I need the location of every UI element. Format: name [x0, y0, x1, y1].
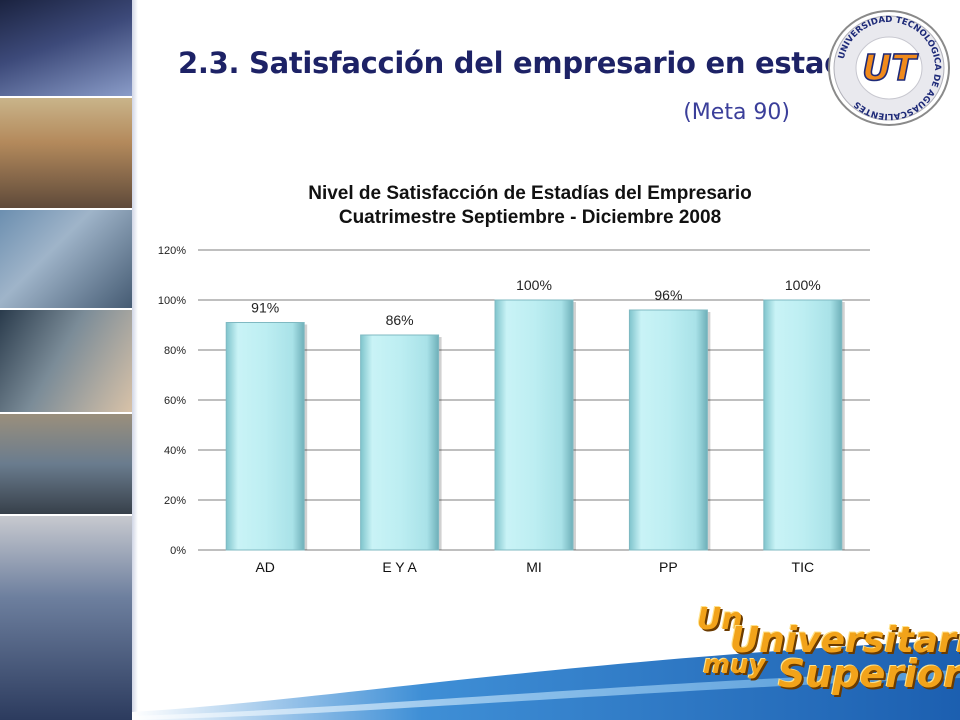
data-labels: 91% 86% 100% 96% 100%: [251, 277, 821, 328]
computer-student-photo: [0, 310, 132, 412]
seal-monogram: UT: [862, 48, 918, 89]
x-axis-ticks: AD E Y A MI PP TIC: [255, 559, 814, 575]
y-tick-label: 80%: [164, 345, 186, 357]
bottom-swoosh-banner: [132, 640, 960, 720]
x-tick-label: E Y A: [382, 559, 417, 575]
bar-mi: [494, 299, 574, 551]
chart-title: Nivel de Satisfacción de Estadías del Em…: [308, 183, 752, 204]
basketball-game-photo: [0, 516, 132, 720]
slogan-line-un: Un: [697, 602, 743, 637]
x-tick-label: AD: [255, 559, 274, 575]
university-seal-logo: UNIVERSIDAD TECNOLÓGICA DE AGUASCALIENTE…: [828, 10, 950, 126]
y-tick-label: 60%: [164, 395, 186, 407]
y-tick-label: 20%: [164, 495, 186, 507]
library-study-photo: [0, 414, 132, 514]
slide-title: 2.3. Satisfacción del empresario en esta…: [178, 46, 874, 80]
y-tick-label: 40%: [164, 445, 186, 457]
data-label: 100%: [785, 277, 821, 293]
bar-tic: [763, 299, 843, 551]
y-axis-ticks: 0% 20% 40% 60% 80% 100% 120%: [158, 245, 186, 557]
slogan-line-muy: muy: [703, 650, 766, 680]
bar-ad: [225, 322, 305, 551]
slogan-line-superior: Superior: [778, 652, 960, 696]
data-label: 86%: [386, 312, 414, 328]
classroom-students-photo: [0, 210, 132, 308]
x-tick-label: PP: [659, 559, 678, 575]
bar-e-y-a: [360, 334, 440, 551]
students-walking-photo: [0, 98, 132, 208]
y-tick-label: 100%: [158, 295, 186, 307]
slogan-line-universitario: Universitario: [730, 620, 960, 661]
strip-divider: [132, 0, 138, 720]
y-tick-label: 0%: [170, 545, 186, 557]
data-label: 100%: [516, 277, 552, 293]
bar-pp: [628, 309, 708, 551]
chart-subtitle: Cuatrimestre Septiembre - Diciembre 2008: [338, 207, 722, 228]
x-tick-label: MI: [526, 559, 542, 575]
data-label: 96%: [654, 287, 682, 303]
y-tick-label: 120%: [158, 245, 186, 257]
data-label: 91%: [251, 300, 279, 316]
slide-subtitle: (Meta 90): [683, 100, 790, 125]
bars: [225, 299, 845, 551]
graduation-caps-photo: [0, 0, 132, 96]
photo-strip: [0, 0, 132, 720]
bar-chart: 0% 20% 40% 60% 80% 100% 120% 91% 86% 100% 96% 100%…: [158, 245, 870, 575]
x-tick-label: TIC: [792, 559, 815, 575]
